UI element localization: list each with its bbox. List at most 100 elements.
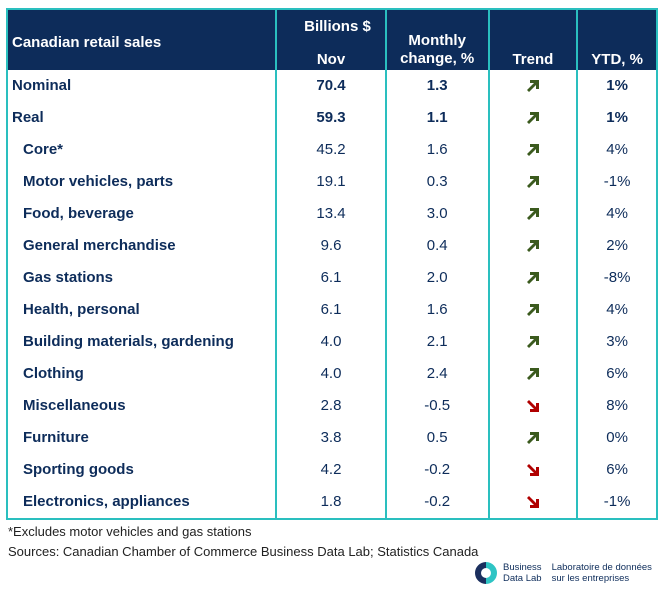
billions-value: 13.4	[316, 205, 346, 222]
header-billions-line2: Nov	[316, 51, 346, 68]
monthly-change-value: 1.3	[426, 77, 448, 94]
ytd-value: 1%	[606, 77, 628, 94]
sources: Sources: Canadian Chamber of Commerce Bu…	[8, 544, 479, 559]
row-label: Health, personal	[23, 301, 140, 318]
arrow-up-right-icon	[526, 432, 539, 444]
billions-value: 4.2	[320, 461, 342, 478]
trend-cell	[490, 390, 577, 422]
billions-value: 2.8	[320, 397, 342, 414]
ytd-value: -8%	[603, 269, 631, 286]
arrow-down-right-icon	[526, 400, 539, 412]
column-trend	[487, 70, 577, 518]
monthly-change-value: -0.5	[424, 397, 451, 414]
monthly-change-value: 1.6	[426, 301, 448, 318]
row-label: Nominal	[12, 77, 72, 94]
billions-value: 3.8	[320, 429, 342, 446]
monthly-change-value: 1.6	[426, 141, 448, 158]
billions-value: 1.8	[320, 493, 342, 510]
monthly-change-value: 0.3	[426, 173, 448, 190]
row-label: Motor vehicles, parts	[23, 173, 174, 190]
logo-ring-icon	[475, 562, 497, 584]
monthly-change-value: -0.2	[424, 493, 451, 510]
logo-en-line2: Data Lab	[503, 573, 542, 584]
row-label: Clothing	[23, 365, 84, 382]
trend-cell	[490, 358, 577, 390]
row-label: Sporting goods	[23, 461, 134, 478]
row-label: Gas stations	[23, 269, 114, 286]
trend-cell	[490, 166, 577, 198]
column-category: Nominal Real Core* Motor vehicles, parts Foo…	[8, 70, 275, 518]
arrow-down-right-icon	[526, 496, 539, 508]
ytd-value: 6%	[606, 365, 628, 382]
ytd-value: 4%	[606, 141, 628, 158]
row-label: Furniture	[23, 429, 89, 446]
trend-cell	[490, 70, 577, 102]
ytd-value: 4%	[606, 301, 628, 318]
trend-cell	[490, 262, 577, 294]
trend-cell	[490, 326, 577, 358]
row-label: Building materials, gardening	[23, 333, 234, 350]
monthly-change-value: 2.0	[426, 269, 448, 286]
billions-value: 4.0	[320, 365, 342, 382]
trend-cell	[490, 294, 577, 326]
arrow-up-right-icon	[526, 304, 539, 316]
arrow-up-right-icon	[526, 240, 539, 252]
arrow-up-right-icon	[526, 112, 539, 124]
retail-sales-table: Canadian retail sales Billions $ Nov Mon…	[6, 8, 658, 520]
table-header: Canadian retail sales Billions $ Nov Mon…	[8, 10, 656, 70]
trend-cell	[490, 486, 577, 518]
monthly-change-value: 3.0	[426, 205, 448, 222]
arrow-up-right-icon	[526, 80, 539, 92]
logo-fr-line2: sur les entreprises	[551, 573, 630, 584]
header-category: Canadian retail sales	[8, 10, 275, 70]
business-data-lab-logo: Business Data Lab Laboratoire de données…	[475, 562, 652, 584]
row-label: Miscellaneous	[23, 397, 126, 414]
billions-value: 4.0	[320, 333, 342, 350]
ytd-value: 3%	[606, 333, 628, 350]
row-label: Core*	[23, 141, 64, 158]
header-trend-label: Trend	[512, 51, 554, 68]
monthly-change-value: 0.5	[426, 429, 448, 446]
trend-cell	[490, 422, 577, 454]
logo-en-line1: Business	[503, 562, 542, 573]
billions-value: 59.3	[316, 109, 346, 126]
billions-value: 19.1	[316, 173, 346, 190]
billions-value: 9.6	[320, 237, 342, 254]
arrow-up-right-icon	[526, 272, 539, 284]
ytd-value: 1%	[606, 109, 628, 126]
header-category-label: Canadian retail sales	[12, 34, 162, 51]
ytd-value: -1%	[603, 173, 631, 190]
trend-cell	[490, 198, 577, 230]
arrow-up-right-icon	[526, 208, 539, 220]
ytd-value: 4%	[606, 205, 628, 222]
logo-text-fr: Laboratoire de données sur les entrepris…	[552, 562, 652, 584]
billions-value: 45.2	[316, 141, 346, 158]
logo-fr-line1: Laboratoire de données	[551, 562, 652, 573]
header-billions: Billions $ Nov	[275, 10, 385, 70]
footnote: *Excludes motor vehicles and gas station…	[8, 524, 252, 539]
row-label: Electronics, appliances	[23, 493, 190, 510]
trend-cell	[490, 134, 577, 166]
ytd-value: 8%	[606, 397, 628, 414]
ytd-value: 0%	[606, 429, 628, 446]
column-ytd: 1% 1% 4% -1% 4% 2% -8% 4% 3% 6% 8% 0% 6% -1%	[576, 70, 656, 518]
arrow-up-right-icon	[526, 176, 539, 188]
billions-value: 6.1	[320, 269, 342, 286]
arrow-up-right-icon	[526, 144, 539, 156]
arrow-down-right-icon	[526, 464, 539, 476]
header-monthly-line1: Monthly	[408, 32, 466, 49]
table-body: Nominal Real Core* Motor vehicles, parts Foo…	[8, 70, 656, 518]
arrow-up-right-icon	[526, 336, 539, 348]
column-monthly-change: 1.3 1.1 1.6 0.3 3.0 0.4 2.0 1.6 2.1 2.4 -0.5 0.5 -0.…	[384, 70, 488, 518]
ytd-value: 6%	[606, 461, 628, 478]
billions-value: 70.4	[316, 77, 346, 94]
monthly-change-value: 0.4	[426, 237, 448, 254]
header-billions-line1: Billions $	[304, 18, 371, 35]
header-ytd-label: YTD, %	[591, 51, 643, 68]
trend-cell	[490, 454, 577, 486]
header-monthly-change: Monthly change, %	[384, 10, 488, 70]
logo-text-en: Business Data Lab	[503, 562, 542, 584]
trend-cell	[490, 230, 577, 262]
header-monthly-line2: change, %	[400, 50, 475, 67]
arrow-up-right-icon	[526, 368, 539, 380]
